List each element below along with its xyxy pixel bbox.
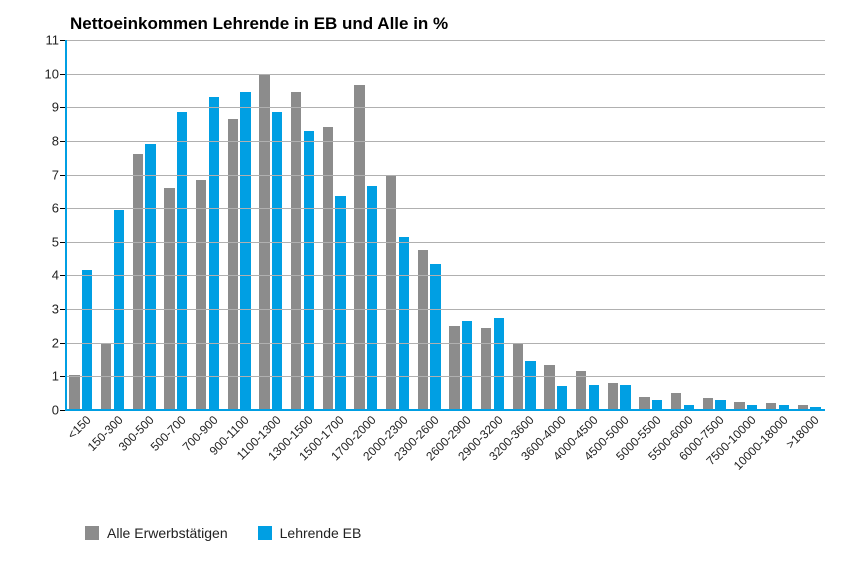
bar (544, 365, 554, 410)
bar (481, 328, 491, 410)
bar (335, 196, 345, 410)
bar (620, 385, 630, 410)
grid-line (65, 175, 825, 176)
bar (240, 92, 250, 410)
legend-item: Alle Erwerbstätigen (85, 525, 228, 541)
bar (82, 270, 92, 410)
bar (418, 250, 428, 410)
legend-swatch (85, 526, 99, 540)
bar (304, 131, 314, 410)
grid-line (65, 343, 825, 344)
grid-line (65, 242, 825, 243)
bar (608, 383, 618, 410)
bar (462, 321, 472, 410)
grid-line (65, 208, 825, 209)
plot-area: 01234567891011<150150-300300-500500-7007… (65, 40, 825, 410)
bar (323, 127, 333, 410)
bar (430, 264, 440, 410)
bar (272, 112, 282, 410)
legend-label: Alle Erwerbstätigen (107, 525, 228, 541)
grid-line (65, 275, 825, 276)
bar (69, 375, 79, 410)
grid-line (65, 74, 825, 75)
bar (209, 97, 219, 410)
grid-line (65, 40, 825, 41)
bar (228, 119, 238, 410)
chart-container: { "chart": { "type": "bar", "title": "Ne… (0, 0, 850, 566)
y-axis (65, 40, 67, 410)
chart-title: Nettoeinkommen Lehrende in EB und Alle i… (70, 14, 448, 34)
bar (133, 154, 143, 410)
legend: Alle Erwerbstätigen Lehrende EB (85, 525, 361, 541)
legend-swatch (258, 526, 272, 540)
x-tick-label: >18000 (781, 410, 822, 451)
bar (177, 112, 187, 410)
bars-layer (65, 40, 825, 410)
bar (399, 237, 409, 410)
grid-line (65, 107, 825, 108)
bar (525, 361, 535, 410)
legend-item: Lehrende EB (258, 525, 362, 541)
x-axis (65, 409, 825, 411)
grid-line (65, 309, 825, 310)
bar (639, 397, 649, 410)
bar (291, 92, 301, 410)
bar (589, 385, 599, 410)
bar (494, 318, 504, 411)
bar (145, 144, 155, 410)
grid-line (65, 376, 825, 377)
bar (449, 326, 459, 410)
bar (386, 175, 396, 410)
bar (557, 386, 567, 410)
bar (671, 393, 681, 410)
grid-line (65, 141, 825, 142)
legend-label: Lehrende EB (280, 525, 362, 541)
bar (354, 85, 364, 410)
